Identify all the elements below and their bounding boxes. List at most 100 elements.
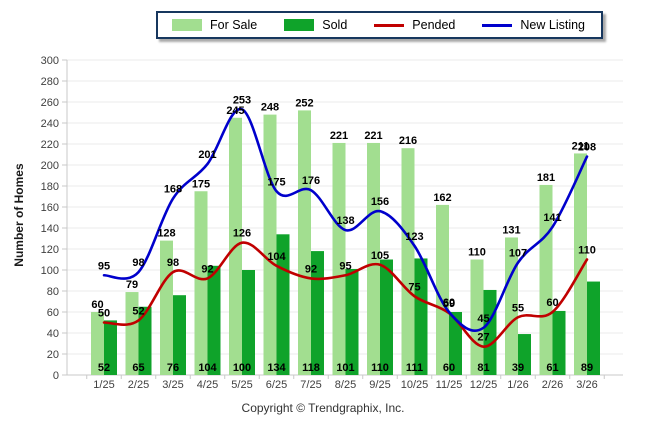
new-listing-value-label: 107 (509, 248, 527, 260)
x-axis-label: 7/25 (300, 379, 321, 391)
y-tick-label: 160 (41, 202, 59, 214)
x-axis-label: 2/26 (542, 379, 563, 391)
pended-value-label: 60 (546, 297, 558, 309)
sold-value-label: 89 (581, 362, 593, 374)
pended-value-label: 92 (201, 263, 213, 275)
for-sale-value-label: 216 (399, 135, 417, 147)
new-listing-value-label: 176 (302, 175, 320, 187)
x-axis-label: 1/25 (93, 379, 114, 391)
sold-value-label: 118 (302, 362, 320, 374)
for-sale-value-label: 211 (572, 140, 590, 152)
sold-value-label: 111 (406, 362, 423, 374)
for-sale-value-label: 245 (226, 105, 244, 117)
legend-label-sold: Sold (322, 18, 348, 32)
y-tick-label: 140 (41, 223, 59, 235)
new-listing-value-label: 208 (578, 142, 596, 154)
pended-value-label: 110 (578, 245, 596, 257)
bar-sold (104, 320, 117, 375)
new-listing-value-label: 60 (443, 297, 455, 309)
sold-value-label: 61 (546, 362, 558, 374)
pended-line-icon (374, 23, 405, 27)
line-pended (102, 241, 589, 348)
sold-swatch-icon (284, 19, 315, 31)
x-axis-label: 1/26 (507, 379, 528, 391)
sold-value-label: 39 (512, 362, 524, 374)
sold-value-label: 110 (371, 362, 389, 374)
legend-label-for-sale: For Sale (210, 18, 258, 32)
x-axis-label: 9/25 (369, 379, 390, 391)
bar-for-sale (367, 142, 380, 375)
pended-value-label: 52 (132, 305, 144, 317)
x-axis-label: 3/26 (576, 379, 597, 391)
legend-label-pended: Pended (412, 18, 456, 32)
x-axis-label: 11/25 (436, 379, 463, 391)
bar-sold (449, 312, 462, 375)
y-tick-label: 60 (47, 307, 59, 319)
x-axis-label: 2/25 (128, 379, 149, 391)
for-sale-value-label: 131 (502, 224, 520, 236)
new-listing-value-label: 253 (233, 94, 251, 106)
copyright-text: Copyright © Trendgraphix, Inc. (241, 401, 405, 415)
new-listing-line-icon (482, 23, 513, 27)
bar-for-sale (91, 312, 104, 375)
for-sale-value-label: 252 (295, 97, 313, 109)
legend-item-new-listing: New Listing (482, 18, 585, 32)
for-sale-value-label: 181 (537, 172, 555, 184)
pended-value-label: 59 (443, 298, 455, 310)
for-sale-value-label: 175 (192, 178, 210, 190)
x-axis-label: 5/25 (231, 379, 252, 391)
new-listing-value-label: 45 (477, 313, 489, 325)
bar-sold (345, 268, 359, 375)
pended-value-label: 55 (512, 302, 524, 314)
new-listing-value-label: 201 (198, 149, 216, 161)
sold-value-label: 65 (132, 362, 144, 374)
bar-sold (242, 270, 255, 375)
for-sale-value-label: 221 (330, 130, 348, 142)
bar-for-sale (263, 114, 277, 375)
bar-sold (587, 281, 600, 375)
new-listing-value-label: 123 (405, 231, 423, 243)
for-sale-value-label: 162 (433, 192, 451, 204)
bar-for-sale (574, 153, 587, 375)
sold-value-label: 101 (336, 362, 354, 374)
bar-sold (552, 310, 566, 375)
y-tick-label: 120 (41, 244, 59, 256)
sold-value-label: 134 (267, 362, 286, 374)
x-axis-label: 8/25 (335, 379, 356, 391)
sold-value-label: 60 (443, 362, 455, 374)
y-tick-label: 0 (53, 370, 59, 382)
new-listing-value-label: 141 (543, 212, 561, 224)
y-tick-label: 200 (41, 160, 59, 172)
new-listing-value-label: 175 (267, 176, 285, 188)
x-axis-label: 10/25 (401, 379, 429, 391)
y-tick-label: 40 (47, 328, 59, 340)
sold-value-label: 81 (477, 362, 489, 374)
pended-value-label: 126 (233, 228, 251, 240)
for-sale-value-label: 221 (364, 130, 382, 142)
pended-value-label: 95 (339, 260, 351, 272)
pended-value-label: 75 (408, 281, 420, 293)
bar-for-sale (505, 237, 518, 375)
pended-value-label: 104 (267, 251, 286, 263)
bar-for-sale (298, 110, 311, 376)
pended-value-label: 98 (167, 257, 179, 269)
bar-sold (207, 265, 221, 375)
pended-value-label: 105 (371, 250, 389, 262)
for-sale-value-label: 60 (91, 299, 103, 311)
new-listing-value-label: 138 (336, 215, 354, 227)
legend-item-sold: Sold (284, 18, 347, 32)
new-listing-value-label: 95 (98, 260, 110, 272)
legend-item-pended: Pended (374, 18, 455, 32)
bar-sold (173, 295, 186, 375)
sold-value-label: 100 (233, 362, 251, 374)
bar-sold (311, 251, 324, 375)
legend-item-for-sale: For Sale (172, 18, 257, 32)
bar-for-sale (436, 204, 449, 375)
y-tick-label: 240 (41, 118, 59, 130)
for-sale-value-label: 128 (157, 228, 175, 240)
new-listing-value-label: 98 (132, 257, 144, 269)
y-tick-label: 220 (41, 139, 59, 151)
for-sale-value-label: 110 (468, 247, 486, 259)
